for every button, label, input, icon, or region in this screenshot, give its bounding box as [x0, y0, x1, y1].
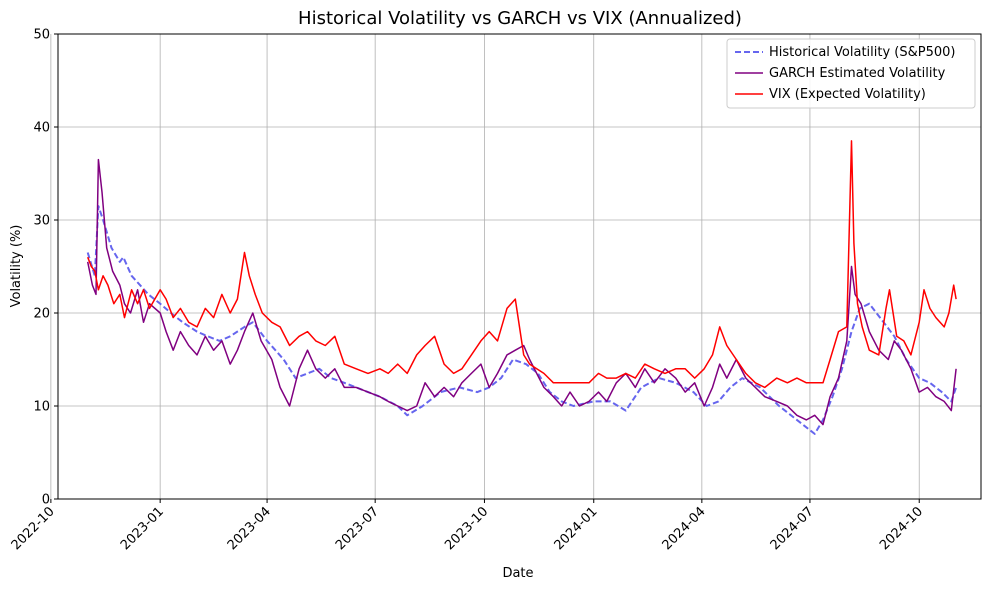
y-tick-label: 20	[33, 307, 50, 322]
chart-title: Historical Volatility vs GARCH vs VIX (A…	[298, 8, 742, 29]
legend-label-garch: GARCH Estimated Volatility	[769, 66, 946, 81]
series-lines	[86, 140, 958, 435]
series-line-0	[86, 205, 958, 435]
legend-box	[726, 38, 976, 109]
series-line-1	[86, 158, 957, 426]
grid	[50, 33, 981, 500]
series-line-2	[87, 140, 957, 389]
y-tick-label: 40	[33, 121, 50, 136]
y-tick-label: 30	[33, 214, 50, 229]
y-tick-label: 0	[42, 493, 50, 508]
x-axis-label: Date	[502, 566, 533, 581]
plot-frame	[57, 33, 982, 500]
y-tick-label: 10	[33, 400, 50, 415]
y-axis-label: Volatility (%)	[9, 225, 24, 308]
legend-label-vix: VIX (Expected Volatility)	[769, 87, 926, 102]
legend-label-historical: Historical Volatility (S&P500)	[769, 45, 955, 60]
y-tick-label: 50	[33, 28, 50, 43]
legend: Historical Volatility (S&P500) GARCH Est…	[726, 38, 976, 109]
